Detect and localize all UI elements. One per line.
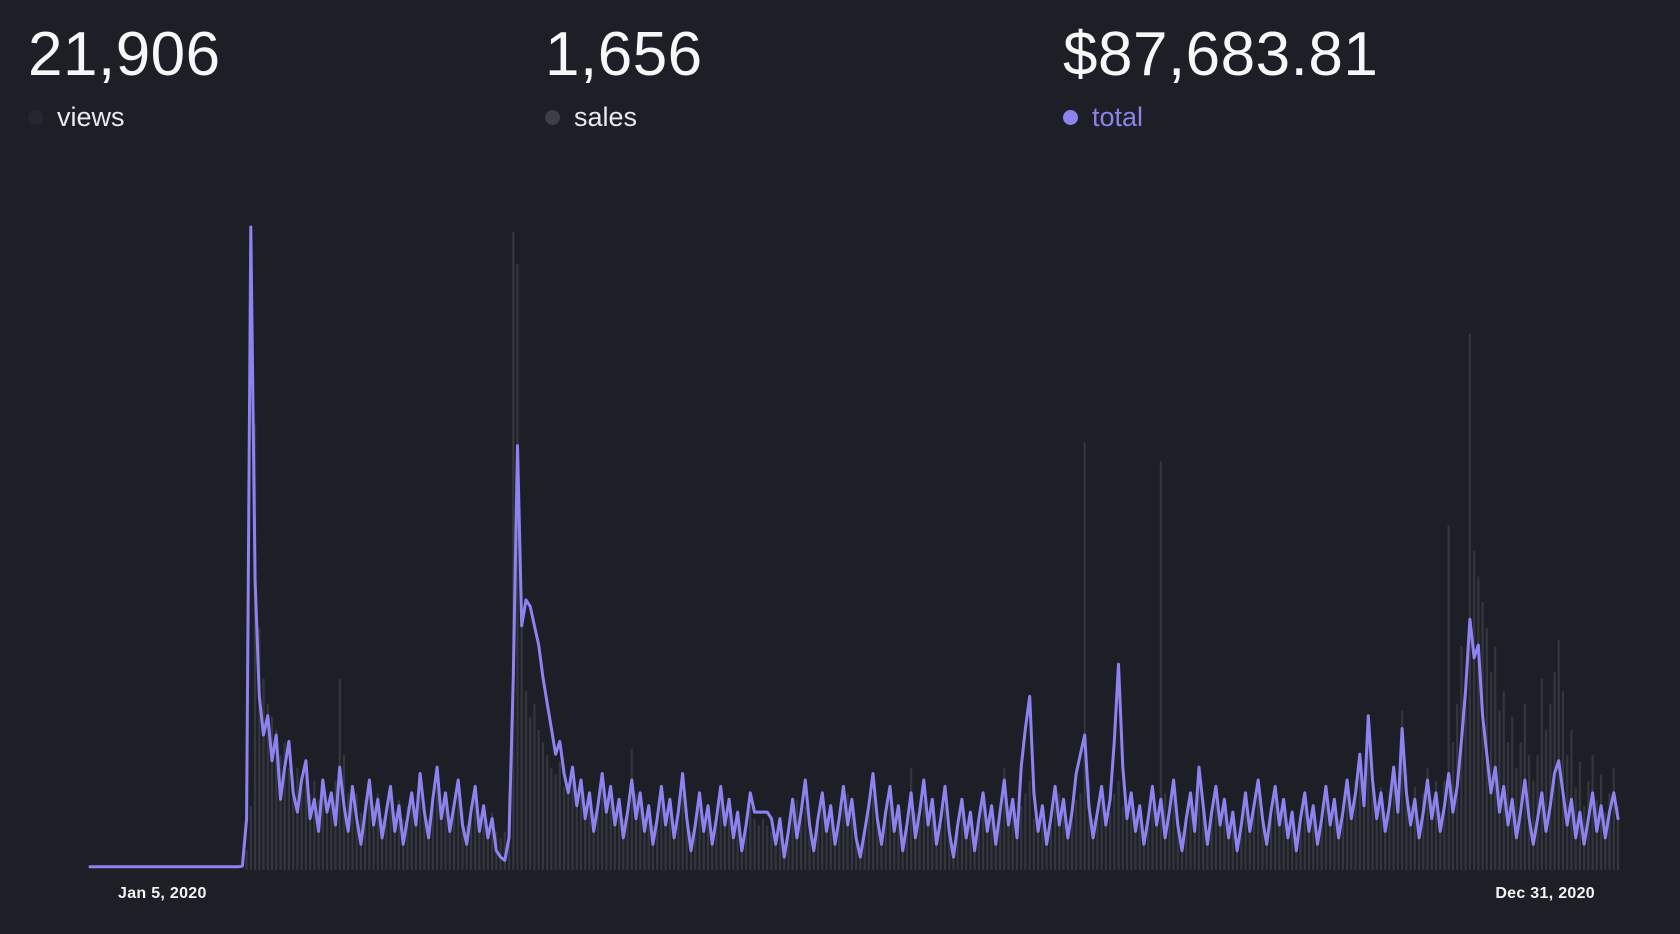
stat-views-label: views	[57, 102, 125, 132]
views-legend-dot	[28, 109, 43, 125]
total-legend-dot	[1063, 109, 1078, 125]
total-line	[88, 225, 1620, 869]
sales-legend-dot	[545, 109, 560, 125]
analytics-chart[interactable]: Jan 5, 2020 Dec 31, 2020	[0, 150, 1680, 929]
stat-sales[interactable]: 1,656 sales	[545, 24, 703, 132]
x-axis-label-start: Jan 5, 2020	[118, 885, 207, 902]
stat-views[interactable]: 21,906 views	[28, 24, 221, 132]
views-bars	[245, 232, 1620, 870]
stat-total-value: $87,683.81	[1063, 20, 1379, 89]
stat-views-value: 21,906	[28, 20, 221, 89]
chart-area: Jan 5, 2020 Dec 31, 2020	[0, 150, 1680, 929]
x-axis-label-end: Dec 31, 2020	[1495, 885, 1595, 902]
stat-total-label: total	[1092, 102, 1144, 132]
stat-sales-label: sales	[574, 102, 638, 132]
stat-total[interactable]: $87,683.81 total	[1063, 24, 1378, 132]
stat-sales-value: 1,656	[545, 20, 703, 89]
